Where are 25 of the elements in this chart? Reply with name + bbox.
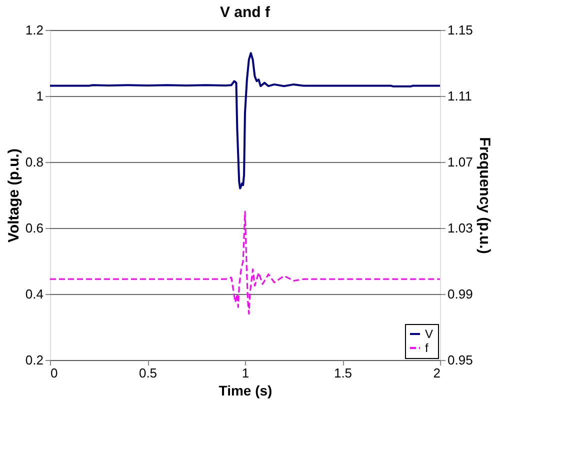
- y2-tick-label: 1.03: [448, 220, 473, 236]
- line-series: [49, 52, 441, 190]
- y2-tick-label: 0.99: [448, 286, 473, 302]
- x-tick-label: 0: [50, 366, 58, 380]
- chart-title: V and f: [220, 4, 271, 21]
- legend-label: f: [425, 341, 429, 355]
- x-tick-label: 0.5: [138, 366, 158, 380]
- line-series: [49, 210, 441, 315]
- x-tick-label: 2: [433, 366, 440, 380]
- y2-axis-title: Frequency (p.u.): [476, 137, 493, 254]
- y2-tick-label: 1.15: [448, 22, 473, 38]
- x-axis-title: Time (s): [218, 382, 272, 398]
- x-tick-label: 1.5: [334, 366, 352, 380]
- y-tick-label: 1: [36, 88, 44, 104]
- y-axis-title: Voltage (p.u.): [5, 148, 22, 242]
- y2-tick-label: 1.07: [448, 154, 473, 170]
- legend-label: V: [425, 327, 434, 341]
- x-tick-label: 1: [242, 366, 250, 380]
- y-tick-label: 0.8: [25, 154, 44, 170]
- y-tick-label: 0.6: [25, 220, 44, 236]
- y2-tick-label: 0.95: [448, 352, 473, 368]
- y-tick-label: 1.2: [25, 22, 44, 38]
- y-tick-label: 0.2: [25, 352, 44, 368]
- y-tick-label: 0.4: [25, 286, 44, 302]
- y2-tick-label: 1.11: [448, 88, 472, 104]
